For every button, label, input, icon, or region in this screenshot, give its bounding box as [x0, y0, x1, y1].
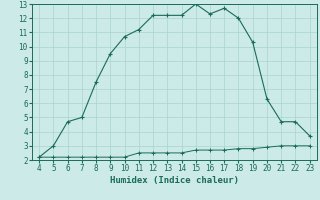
X-axis label: Humidex (Indice chaleur): Humidex (Indice chaleur): [110, 176, 239, 185]
